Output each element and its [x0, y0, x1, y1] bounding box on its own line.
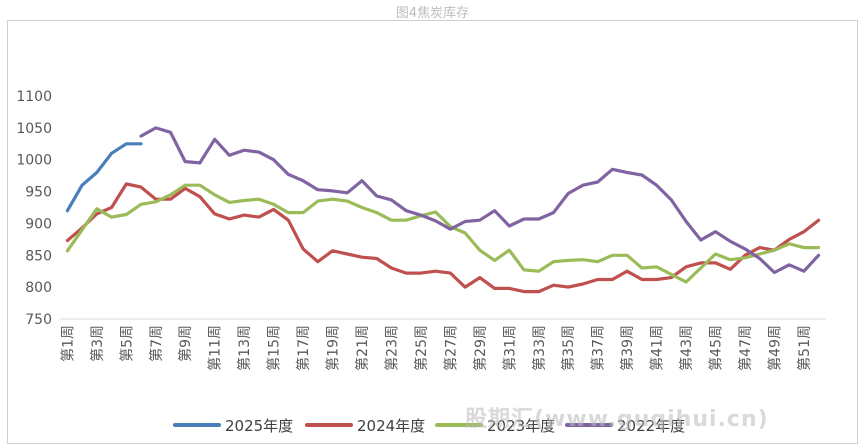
y-tick-label: 750 [25, 312, 52, 328]
x-tick-label: 第19周 [325, 325, 342, 371]
x-tick-label: 第51周 [796, 325, 813, 371]
series-line [139, 126, 821, 275]
legend-label: 2022年度 [617, 417, 685, 435]
x-tick-label: 第23周 [383, 325, 400, 371]
x-tick-label: 第3周 [89, 325, 106, 362]
x-tick-label: 第9周 [177, 325, 194, 362]
series-line [65, 182, 821, 294]
chart-title: 图4焦炭库存 [395, 6, 470, 21]
series-line [65, 142, 143, 213]
x-tick-label: 第49周 [766, 325, 783, 371]
x-tick-label: 第33周 [531, 325, 548, 371]
y-tick-label: 950 [25, 185, 52, 201]
chart-frame [7, 20, 858, 444]
x-tick-label: 第29周 [472, 325, 489, 371]
x-tick-label: 第45周 [708, 325, 725, 371]
series-line [65, 183, 821, 284]
x-tick-label: 第35周 [560, 325, 577, 371]
x-tick-label: 第5周 [118, 325, 135, 362]
x-tick-label: 第21周 [354, 325, 371, 371]
x-tick-label: 第13周 [236, 325, 253, 371]
x-tick-label: 第17周 [295, 325, 312, 371]
x-tick-label: 第7周 [148, 325, 165, 362]
legend-label: 2024年度 [357, 417, 425, 435]
x-tick-label: 第39周 [619, 325, 636, 371]
y-tick-label: 1000 [16, 153, 52, 169]
x-tick-label: 第31周 [501, 325, 518, 371]
x-tick-label: 第47周 [737, 325, 754, 371]
y-tick-label: 900 [25, 216, 52, 232]
x-tick-label: 第37周 [590, 325, 607, 371]
x-tick-label: 第1周 [59, 325, 76, 362]
y-tick-label: 800 [25, 280, 52, 296]
x-tick-label: 第27周 [442, 325, 459, 371]
x-tick-label: 第41周 [649, 325, 666, 371]
watermark: 股期汇(www.guqihui.cn) [465, 407, 769, 432]
legend-label: 2023年度 [487, 417, 555, 435]
x-tick-label: 第43周 [678, 325, 695, 371]
y-tick-label: 850 [25, 248, 52, 264]
x-tick-label: 第25周 [413, 325, 430, 371]
x-tick-label: 第15周 [266, 325, 283, 371]
legend-label: 2025年度 [225, 417, 293, 435]
y-tick-label: 1100 [16, 89, 52, 105]
x-tick-label: 第11周 [207, 325, 224, 371]
y-tick-label: 1050 [16, 121, 52, 137]
